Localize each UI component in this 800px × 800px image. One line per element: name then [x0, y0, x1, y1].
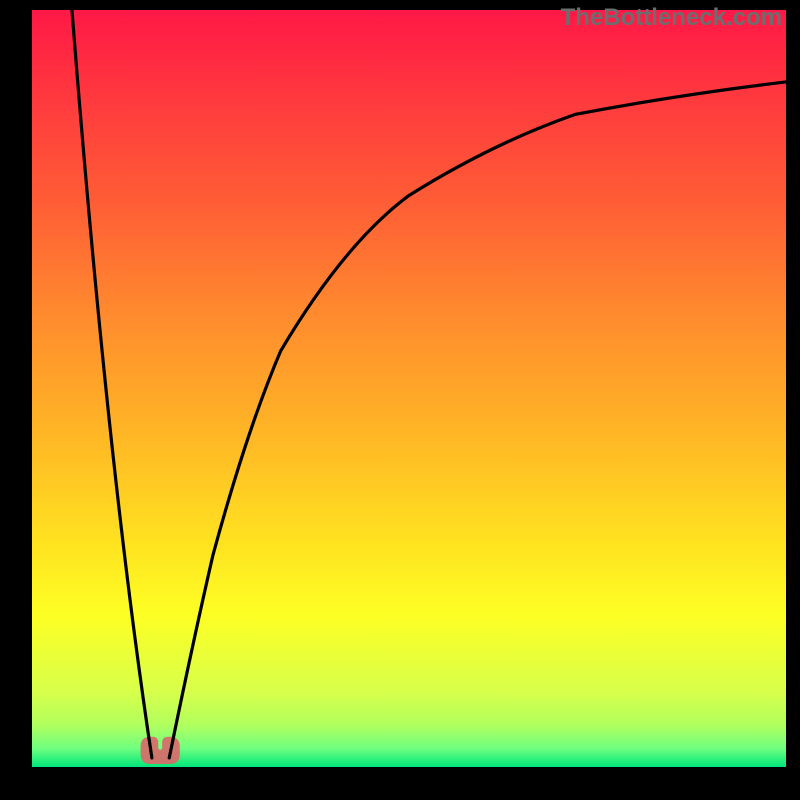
chart-svg — [32, 10, 786, 767]
gradient-background — [32, 10, 786, 767]
watermark-text: TheBottleneck.com — [561, 4, 782, 32]
chart-plot-area — [32, 10, 786, 767]
figure-container: TheBottleneck.com — [0, 0, 800, 800]
